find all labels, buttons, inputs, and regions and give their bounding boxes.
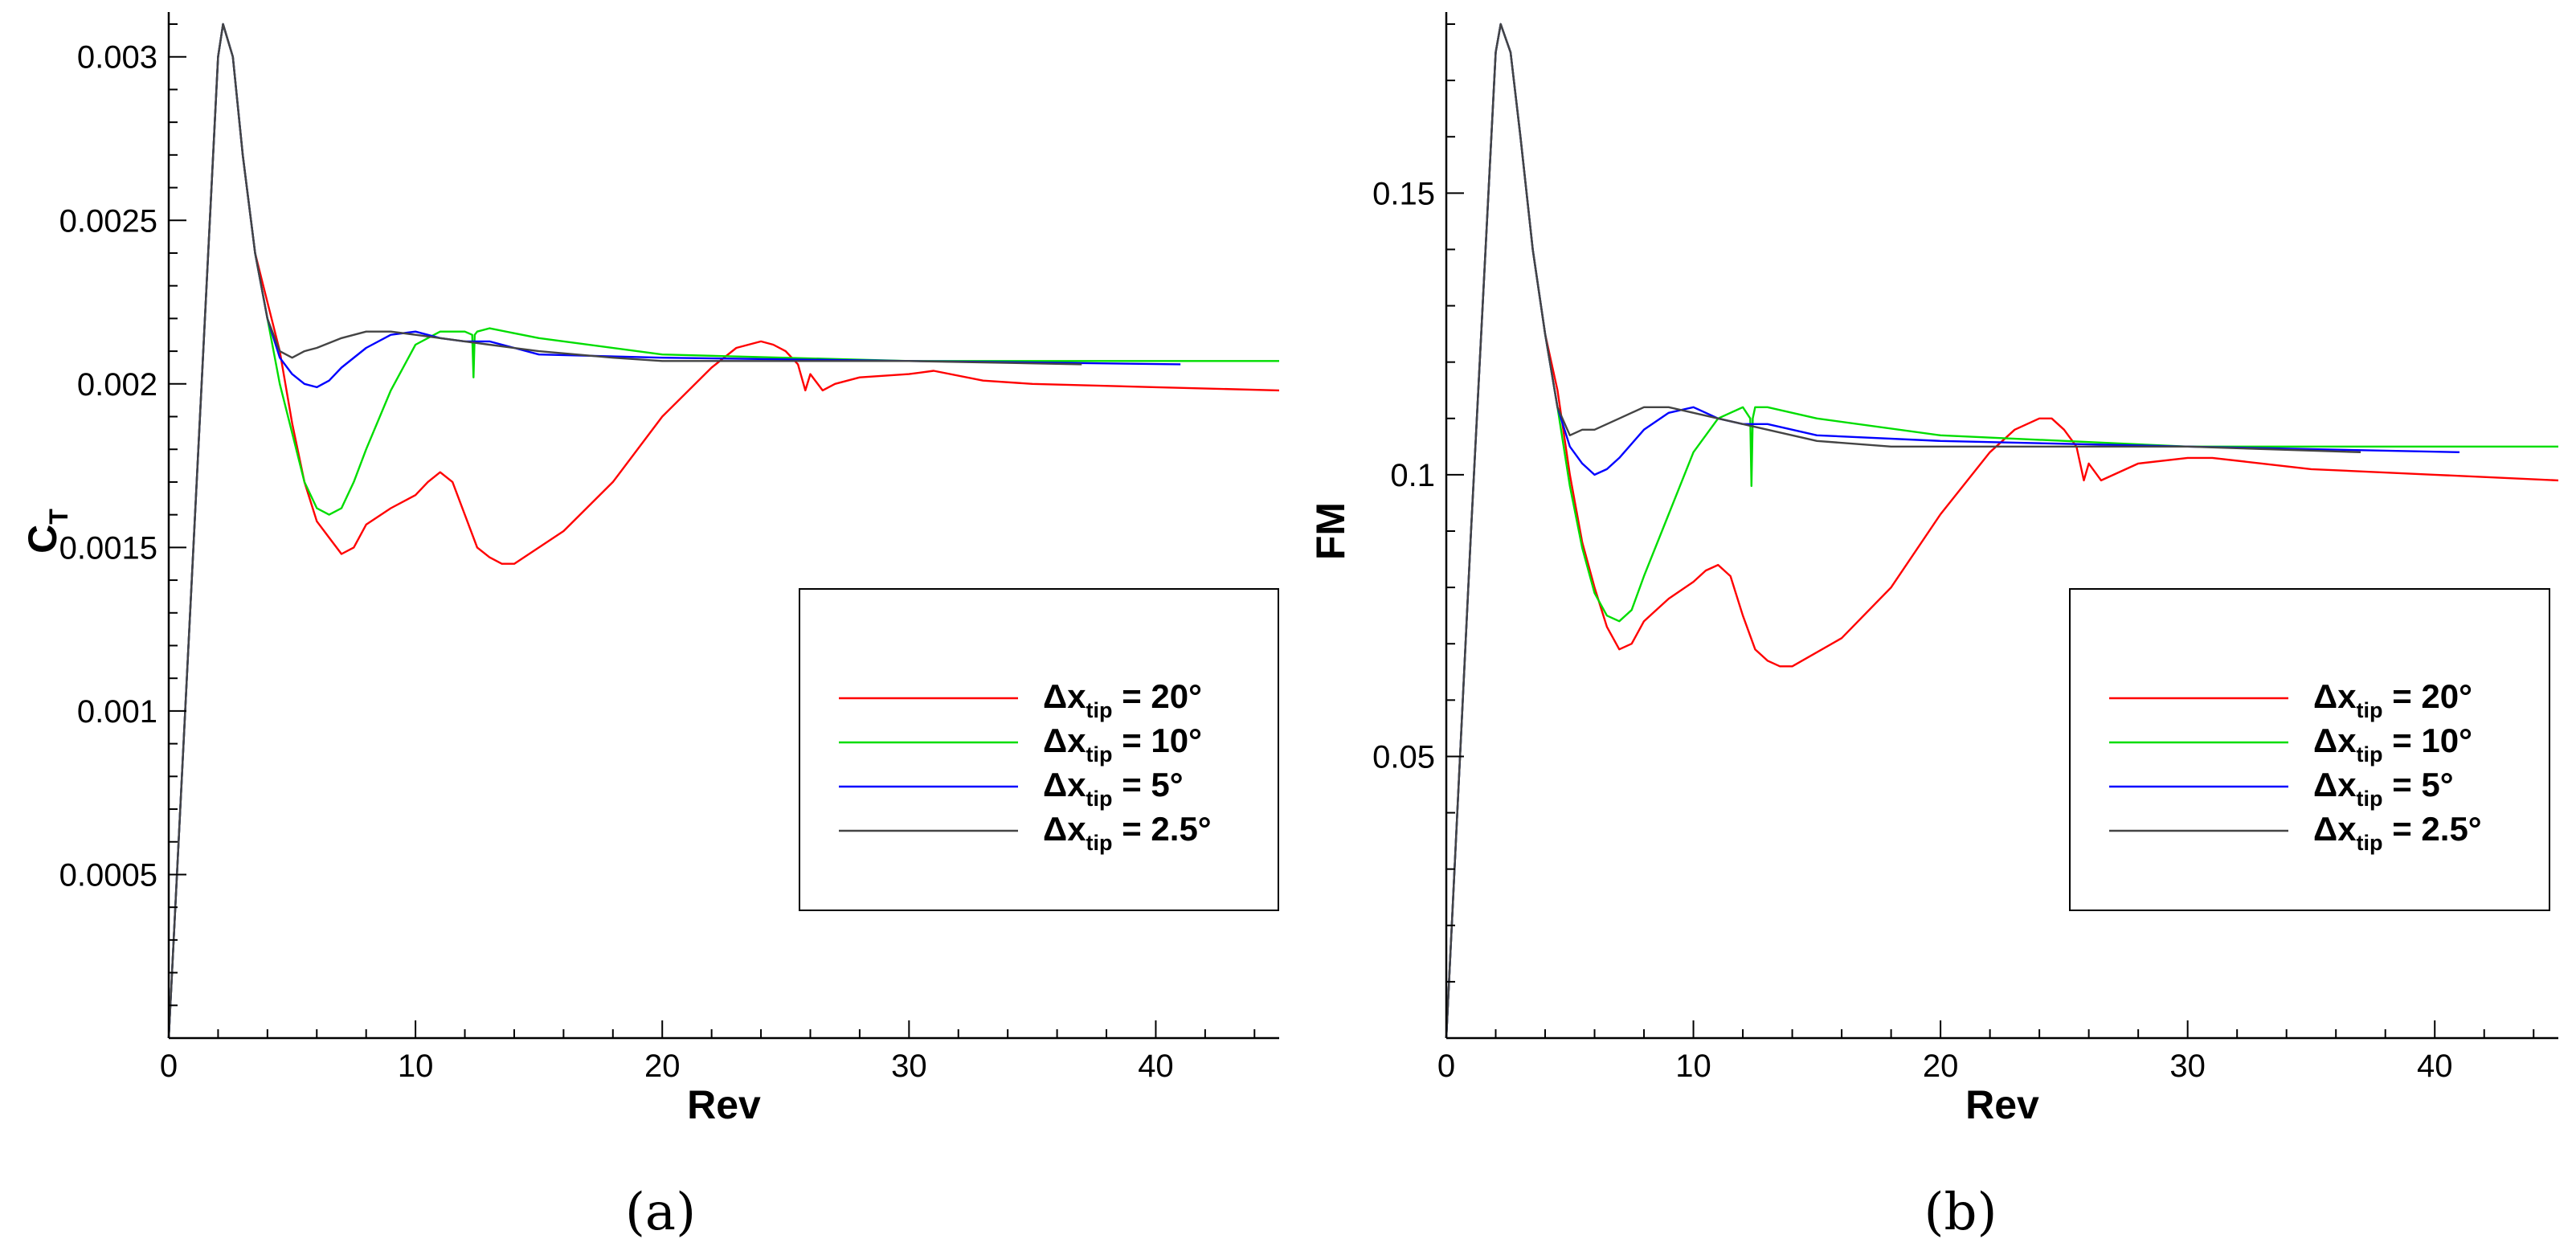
legend-label: Δxtip = 5° bbox=[2313, 766, 2454, 811]
x-axis-title: Rev bbox=[687, 1082, 761, 1127]
y-tick-label: 0.001 bbox=[77, 694, 157, 730]
x-tick-label: 30 bbox=[2169, 1049, 2206, 1084]
legend: Δxtip = 20°Δxtip = 10°Δxtip = 5°Δxtip = … bbox=[799, 588, 1279, 911]
series-line-4 bbox=[167, 22, 1082, 1039]
chart-panel-a: 0 10 20 30 40 0.0005 0.001 0.0015 0.002 0.0025 0.0… bbox=[20, 12, 1280, 1242]
series-line-1 bbox=[167, 22, 1280, 1039]
y-tick-label: 0.05 bbox=[1372, 739, 1435, 775]
y-tick-label: 0.002 bbox=[77, 367, 157, 403]
y-tick-label: 0.003 bbox=[77, 40, 157, 76]
y-axis-title: FM bbox=[1308, 502, 1353, 560]
panel-label: (b) bbox=[1924, 1183, 1997, 1242]
y-tick-label: 0.0015 bbox=[59, 530, 157, 566]
legend-label: Δxtip = 2.5° bbox=[2313, 810, 2482, 855]
x-tick-label: 10 bbox=[398, 1049, 434, 1084]
x-tick-label: 40 bbox=[2417, 1049, 2453, 1084]
x-tick-label: 20 bbox=[1923, 1049, 1959, 1084]
legend-label: Δxtip = 10° bbox=[2313, 722, 2472, 767]
x-tick-label: 40 bbox=[1138, 1049, 1174, 1084]
legend-label: Δxtip = 10° bbox=[1043, 722, 1202, 767]
series-line-1 bbox=[1445, 22, 2559, 1039]
y-tick-label: 0.0025 bbox=[59, 203, 157, 239]
y-tick-label: 0.1 bbox=[1390, 458, 1435, 493]
x-tick-label: 0 bbox=[160, 1049, 178, 1084]
legend-label: Δxtip = 20° bbox=[2313, 677, 2472, 722]
legend-label: Δxtip = 2.5° bbox=[1043, 810, 1212, 855]
legend-label: Δxtip = 5° bbox=[1043, 766, 1184, 811]
y-axis-title: CT bbox=[20, 509, 73, 554]
x-tick-label: 30 bbox=[891, 1049, 927, 1084]
legend-label: Δxtip = 20° bbox=[1043, 677, 1202, 722]
y-tick-label: 0.15 bbox=[1372, 176, 1435, 211]
x-tick-label: 10 bbox=[1675, 1049, 1711, 1084]
panel-label: (a) bbox=[625, 1183, 696, 1242]
x-axis-title: Rev bbox=[1965, 1082, 2039, 1127]
x-tick-label: 20 bbox=[644, 1049, 681, 1084]
legend: Δxtip = 20°Δxtip = 10°Δxtip = 5°Δxtip = … bbox=[2069, 588, 2550, 911]
x-tick-label: 0 bbox=[1437, 1049, 1455, 1084]
series-line-4 bbox=[1445, 22, 2361, 1039]
y-tick-label: 0.0005 bbox=[59, 857, 157, 893]
